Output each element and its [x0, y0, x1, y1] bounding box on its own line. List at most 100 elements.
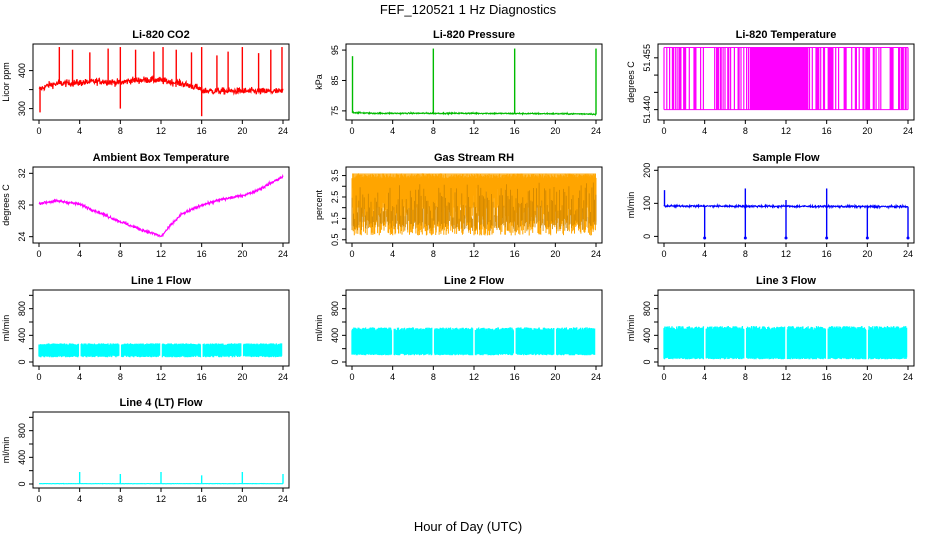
dip-point [703, 236, 707, 240]
series-line4 [39, 472, 284, 485]
x-tick-label: 0 [349, 372, 354, 382]
panel-line1: Line 1 Flow ml/min 0 4 8 12 16 20 24 0 400 800 [1, 275, 290, 382]
x-tick-label: 24 [278, 494, 288, 504]
x-tick-label: 24 [591, 372, 601, 382]
x-tick-label: 0 [661, 126, 666, 136]
dip-point [825, 236, 829, 240]
x-tick-label: 20 [237, 494, 247, 504]
series-trace-dark [351, 182, 597, 232]
y-axis-label: degrees C [626, 61, 636, 103]
x-tick-label: 12 [156, 372, 166, 382]
panel-co2: Li-820 CO2 Licor ppm 0 4 8 12 16 20 24 300 400 [1, 29, 290, 136]
y-axis-label: ml/min [1, 437, 11, 464]
x-tick-label: 4 [702, 249, 707, 259]
x-tick-label: 24 [591, 126, 601, 136]
series-trace [663, 47, 909, 110]
x-tick-label: 16 [197, 126, 207, 136]
y-axis-label: ml/min [626, 192, 636, 219]
x-tick-label: 16 [197, 249, 207, 259]
y-axis-label: kPa [314, 74, 324, 90]
y-tick-label: 0 [17, 359, 27, 364]
x-tick-label: 0 [349, 126, 354, 136]
x-tick-label: 12 [781, 126, 791, 136]
x-tick-label: 4 [77, 249, 82, 259]
y-tick-label: 400 [17, 328, 27, 343]
x-tick-label: 16 [510, 372, 520, 382]
panel-rh: Gas Stream RH percent 0 4 8 12 16 20 24 0.5 1.5 2.5… [314, 152, 603, 259]
x-tick-label: 4 [702, 372, 707, 382]
panel-sample: Sample Flow ml/min 0 4 8 12 16 20 24 0 100 200 [626, 152, 915, 259]
x-tick-label: 12 [781, 249, 791, 259]
y-tick-label: 800 [330, 301, 340, 316]
y-tick-label: 800 [17, 423, 27, 438]
x-tick-label: 20 [237, 372, 247, 382]
x-tick-label: 20 [862, 372, 872, 382]
x-tick-label: 4 [702, 126, 707, 136]
series-pressure [351, 48, 597, 117]
x-tick-label: 16 [822, 249, 832, 259]
x-tick-label: 24 [278, 126, 288, 136]
series-line [351, 110, 597, 117]
x-tick-label: 8 [118, 372, 123, 382]
y-tick-label: 800 [642, 301, 652, 316]
panel-title: Line 4 (LT) Flow [120, 397, 203, 409]
y-tick-label: 51.455 [642, 44, 652, 72]
panel-line2: Line 2 Flow ml/min 0 4 8 12 16 20 24 0 400 800 [314, 275, 603, 382]
x-tick-label: 0 [661, 372, 666, 382]
y-tick-label: 32 [17, 168, 27, 178]
y-tick-label: 51.440 [642, 96, 652, 124]
y-tick-label: 0 [330, 359, 340, 364]
panel-title: Li-820 CO2 [132, 29, 189, 41]
x-tick-label: 0 [36, 372, 41, 382]
x-tick-label: 8 [743, 372, 748, 382]
plot-frame [32, 166, 290, 244]
y-tick-label: 400 [17, 63, 27, 78]
x-tick-label: 12 [469, 249, 479, 259]
y-tick-label: 0 [17, 481, 27, 486]
x-tick-label: 20 [550, 249, 560, 259]
panel-pressure: Li-820 Pressure kPa 0 4 8 12 16 20 24 75 85 95 [314, 29, 603, 136]
x-tick-label: 12 [156, 249, 166, 259]
panel-line3: Line 3 Flow ml/min 0 4 8 12 16 20 24 0 400 800 [626, 275, 915, 382]
series-line [38, 75, 284, 96]
y-tick-label: 28 [17, 200, 27, 210]
panel-temp820: Li-820 Temperature degrees C 0 4 8 12 16 20 24 51… [626, 29, 915, 136]
y-axis-label: ml/min [314, 315, 324, 342]
x-tick-label: 12 [781, 372, 791, 382]
dip-point [784, 236, 788, 240]
panel-title: Li-820 Temperature [736, 29, 837, 41]
panel-title: Gas Stream RH [434, 152, 514, 164]
x-tick-label: 16 [510, 126, 520, 136]
x-tick-label: 20 [550, 126, 560, 136]
panel-title: Line 2 Flow [444, 275, 504, 287]
y-tick-label: 0.5 [330, 234, 340, 247]
x-tick-label: 8 [118, 494, 123, 504]
y-tick-label: 3.5 [330, 169, 340, 182]
dip-point [865, 236, 869, 240]
panel-title: Li-820 Pressure [433, 29, 515, 41]
series-ambient [38, 173, 284, 238]
figure-title: FEF_120521 1 Hz Diagnostics [380, 2, 557, 17]
y-tick-label: 1.5 [330, 212, 340, 225]
plot-frame [345, 43, 603, 121]
plot-frame [32, 43, 290, 121]
x-tick-label: 12 [156, 494, 166, 504]
series-temp820 [663, 46, 909, 111]
dip-point [906, 236, 910, 240]
x-tick-label: 12 [469, 126, 479, 136]
x-tick-label: 8 [431, 249, 436, 259]
x-tick-label: 0 [36, 126, 41, 136]
y-axis-label: ml/min [626, 315, 636, 342]
x-tick-label: 8 [118, 249, 123, 259]
series-trace [351, 327, 596, 356]
y-tick-label: 24 [17, 232, 27, 242]
x-tick-label: 8 [431, 372, 436, 382]
x-tick-label: 20 [550, 372, 560, 382]
series-line3 [663, 326, 908, 360]
x-tick-label: 24 [278, 249, 288, 259]
x-tick-label: 12 [469, 372, 479, 382]
x-tick-label: 4 [77, 372, 82, 382]
series-trace [38, 343, 283, 358]
x-tick-label: 0 [661, 249, 666, 259]
